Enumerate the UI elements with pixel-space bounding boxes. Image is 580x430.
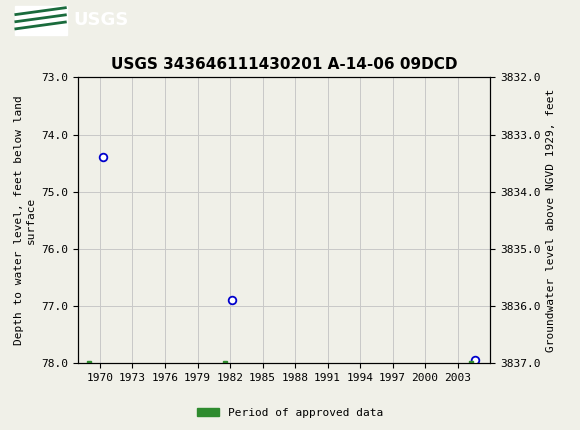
Title: USGS 343646111430201 A-14-06 09DCD: USGS 343646111430201 A-14-06 09DCD [111,57,458,72]
Y-axis label: Depth to water level, feet below land
surface: Depth to water level, feet below land su… [14,95,36,345]
FancyBboxPatch shape [14,6,67,35]
Y-axis label: Groundwater level above NGVD 1929, feet: Groundwater level above NGVD 1929, feet [546,89,556,352]
Legend: Period of approved data: Period of approved data [193,403,387,422]
Text: USGS: USGS [74,12,129,29]
